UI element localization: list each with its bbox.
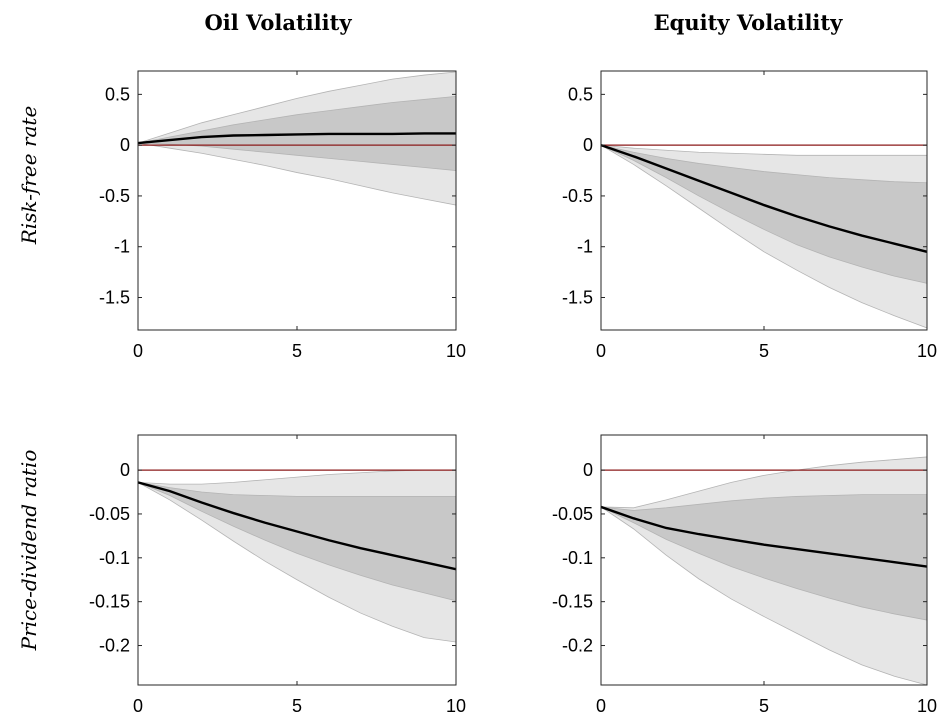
x-tick-label: 5: [759, 696, 769, 716]
median-response-line: [138, 481, 456, 571]
panel-price-dividend-ratio-equity-volatility: 0 5 10 0 -0.05 -0.1 -0.15 -0.2: [552, 434, 937, 716]
panel-risk-free-rate-oil-volatility: 0 5 10 0.5 0 -0.5 -1 -1.5: [99, 70, 466, 361]
x-tick-label: 5: [759, 341, 769, 361]
x-tick-label: 0: [596, 341, 606, 361]
y-tick-label: -0.15: [89, 592, 130, 612]
column-title-equity-volatility: Equity Volatility: [654, 10, 843, 35]
x-tick-label: 0: [133, 341, 143, 361]
y-tick-label: -1: [577, 237, 593, 257]
y-tick-label: -0.15: [552, 592, 593, 612]
panel-price-dividend-ratio-oil-volatility: 0 5 10 0 -0.05 -0.1 -0.15 -0.2: [89, 434, 466, 716]
inner-confidence-band: [601, 494, 927, 621]
column-title-oil-volatility: Oil Volatility: [204, 10, 352, 35]
x-tick-label: 0: [133, 696, 143, 716]
plot-area: [601, 456, 927, 685]
plot-area: [138, 469, 456, 643]
y-tick-label: -0.1: [562, 548, 593, 568]
y-tick-label: -0.05: [89, 504, 130, 524]
y-tick-label: 0.5: [568, 84, 593, 104]
y-tick-label: 0: [583, 135, 593, 155]
plot-area: [601, 144, 927, 329]
y-tick-label: -1.5: [99, 287, 130, 307]
inner-confidence-band: [138, 481, 456, 602]
y-tick-label: -1: [114, 237, 130, 257]
y-tick-label: 0: [120, 135, 130, 155]
row-label-risk-free-rate: Risk-free rate: [17, 106, 41, 246]
y-tick-label: -0.5: [99, 186, 130, 206]
median-response-line: [601, 144, 927, 253]
panel-risk-free-rate-equity-volatility: 0 5 10 0.5 0 -0.5 -1 -1.5: [562, 70, 937, 361]
inner-confidence-band: [601, 144, 927, 284]
row-label-price-dividend-ratio: Price-dividend ratio: [17, 450, 41, 652]
median-response-line: [601, 505, 927, 568]
x-tick-label: 5: [292, 696, 302, 716]
x-tick-label: 10: [446, 696, 466, 716]
y-tick-label: -0.5: [562, 186, 593, 206]
y-tick-label: 0: [120, 460, 130, 480]
plot-area: [138, 71, 456, 206]
x-tick-label: 0: [596, 696, 606, 716]
y-tick-label: -0.05: [552, 504, 593, 524]
x-tick-label: 5: [292, 341, 302, 361]
median-response-line: [138, 132, 456, 145]
x-tick-label: 10: [917, 696, 937, 716]
x-tick-label: 10: [917, 341, 937, 361]
y-tick-label: -0.1: [99, 548, 130, 568]
y-tick-label: -0.2: [562, 636, 593, 656]
x-tick-label: 10: [446, 341, 466, 361]
y-tick-label: -0.2: [99, 636, 130, 656]
y-tick-label: -1.5: [562, 287, 593, 307]
y-tick-label: 0.5: [105, 84, 130, 104]
y-tick-label: 0: [583, 460, 593, 480]
